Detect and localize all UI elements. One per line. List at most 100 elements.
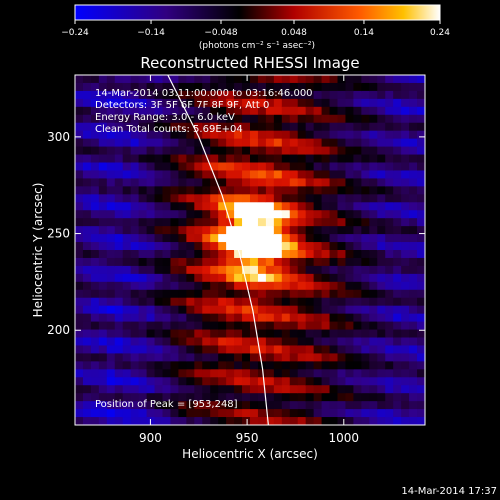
heatmap-cell [417, 361, 425, 370]
image-area [75, 75, 425, 425]
heatmap-cell [202, 114, 211, 124]
heatmap-cell [202, 313, 211, 323]
heatmap-cell [234, 361, 243, 370]
heatmap-cell [98, 281, 108, 291]
heatmap-cell [75, 281, 84, 291]
heatmap-cell [385, 297, 394, 307]
heatmap-cell [377, 186, 386, 195]
heatmap-cell [178, 178, 187, 187]
heatmap-cell [98, 146, 108, 156]
heatmap-cell [313, 146, 323, 156]
heatmap-cell [250, 186, 259, 195]
heatmap-cell [393, 361, 402, 370]
heatmap-cell [337, 377, 347, 386]
heatmap-cell [82, 186, 92, 195]
heatmap-cell [361, 218, 370, 227]
heatmap-cell [130, 90, 140, 100]
heatmap-cell [329, 90, 339, 100]
heatmap-cell [353, 281, 362, 291]
heatmap-cell [162, 417, 172, 425]
heatmap-cell [138, 273, 148, 283]
heatmap-cell [106, 353, 116, 362]
heatmap-cell [257, 393, 267, 402]
heatmap-cell [257, 106, 267, 116]
heatmap-cell [186, 226, 195, 235]
heatmap-cell [329, 170, 339, 180]
heatmap-cell [138, 146, 148, 156]
heatmap-cell [106, 210, 116, 219]
heatmap-cell [82, 226, 92, 235]
heatmap-cell [393, 138, 402, 148]
heatmap-cell [226, 106, 235, 116]
heatmap-cell [130, 226, 140, 235]
heatmap-cell [98, 377, 108, 386]
heatmap-cell [313, 194, 323, 203]
heatmap-cell [385, 321, 394, 331]
colorbar-frame [74, 4, 441, 21]
heatmap-cell [194, 305, 203, 315]
heatmap-cell [250, 361, 259, 370]
heatmap-cell [98, 194, 108, 203]
heatmap-cell [138, 305, 148, 315]
colorbar-tick-label: 0.048 [281, 28, 307, 38]
heatmap-cell [234, 417, 243, 425]
heatmap-cell [377, 385, 386, 394]
heatmap-cell [242, 305, 251, 315]
heatmap-cell [393, 178, 402, 187]
heatmap-cell [202, 218, 211, 227]
heatmap-cell [122, 202, 132, 211]
heatmap-cell [218, 281, 227, 291]
heatmap-cell [401, 305, 410, 315]
heatmap-cell [218, 361, 227, 370]
heatmap-cell [218, 130, 227, 140]
heatmap-cell [305, 194, 315, 203]
heatmap-cell [122, 75, 132, 84]
heatmap-cell [281, 114, 291, 124]
heatmap-cell [90, 226, 100, 235]
heatmap-cell [106, 106, 116, 116]
heatmap-cell [281, 178, 291, 187]
heatmap-cell [75, 401, 84, 410]
heatmap-cell [305, 170, 315, 180]
heatmap-cell [250, 218, 259, 227]
heatmap-cell [377, 305, 386, 315]
heatmap-cell [297, 146, 307, 156]
heatmap-cell [82, 385, 92, 394]
heatmap-cell [273, 393, 283, 402]
heatmap-cell [257, 194, 267, 203]
heatmap-cell [289, 90, 299, 100]
heatmap-cell [250, 273, 259, 283]
heatmap-cell [186, 210, 195, 219]
heatmap-cell [297, 186, 307, 195]
heatmap-cell [226, 226, 235, 235]
heatmap-cell [98, 401, 108, 410]
heatmap-cell [162, 377, 172, 386]
heatmap-cell [186, 170, 195, 180]
heatmap-cell [337, 154, 347, 164]
heatmap-cell [130, 265, 140, 275]
heatmap-cell [202, 90, 211, 100]
heatmap-cell [385, 281, 394, 291]
heatmap-cell [90, 130, 100, 140]
heatmap-cell [257, 146, 267, 156]
heatmap-cell [218, 321, 227, 331]
heatmap-cell [377, 114, 386, 124]
heatmap-cell [313, 218, 323, 227]
heatmap-cell [170, 409, 180, 418]
heatmap-cell [313, 353, 323, 362]
heatmap-cell [265, 409, 275, 418]
heatmap-cell [82, 146, 92, 156]
heatmap-cell [353, 170, 362, 180]
heatmap-cell [130, 273, 140, 283]
heatmap-cell [329, 337, 339, 347]
heatmap-cell [242, 329, 251, 339]
heatmap-cell [106, 202, 116, 211]
heatmap-cell [82, 345, 92, 355]
heatmap-cell [170, 162, 180, 172]
heatmap-cell [250, 250, 259, 259]
heatmap-cell [154, 401, 164, 410]
heatmap-cell [297, 257, 307, 267]
heatmap-cell [122, 369, 132, 378]
footer-timestamp: 14-Mar-2014 17:37 [401, 486, 497, 497]
heatmap-cell [242, 257, 251, 267]
